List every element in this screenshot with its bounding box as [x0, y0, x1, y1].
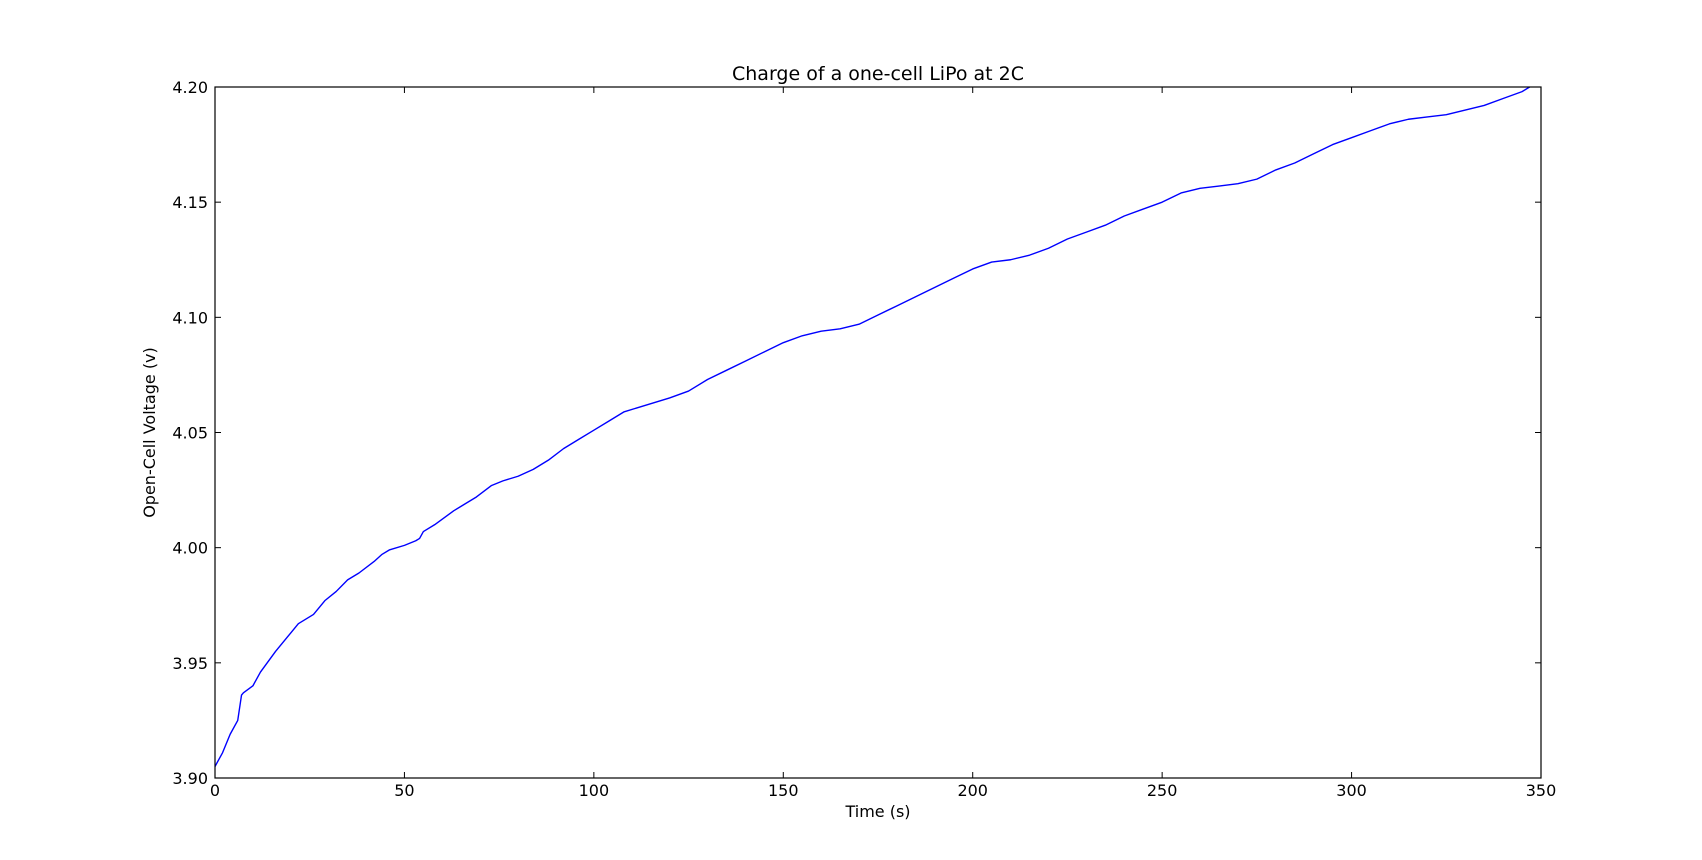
x-tick-label: 300: [1336, 781, 1367, 800]
x-axis-label: Time (s): [844, 802, 910, 821]
x-tick-label: 200: [957, 781, 988, 800]
x-tick-label: 50: [394, 781, 414, 800]
y-tick-label: 4.05: [172, 424, 208, 443]
series-line: [214, 86, 1530, 767]
series-group: [214, 86, 1530, 767]
x-tick-label: 150: [768, 781, 799, 800]
plot-frame: [214, 86, 1542, 779]
y-tick-label: 4.00: [172, 539, 208, 558]
y-tick-label: 4.15: [172, 193, 208, 212]
y-axis-label: Open-Cell Voltage (v): [140, 347, 159, 518]
chart-title: Charge of a one-cell LiPo at 2C: [732, 63, 1024, 85]
x-tick-label: 0: [210, 781, 220, 800]
axis-ticks: 0 50 100 150 200 250 300 350 3.90 3.95 4.00 4.05 4.1…: [172, 78, 1556, 800]
y-tick-label: 3.90: [172, 769, 208, 788]
x-tick-label: 350: [1526, 781, 1557, 800]
y-tick-label: 4.20: [172, 78, 208, 97]
x-tick-label: 100: [579, 781, 610, 800]
y-tick-label: 4.10: [172, 308, 208, 327]
y-tick-label: 3.95: [172, 654, 208, 673]
x-tick-label: 250: [1147, 781, 1178, 800]
